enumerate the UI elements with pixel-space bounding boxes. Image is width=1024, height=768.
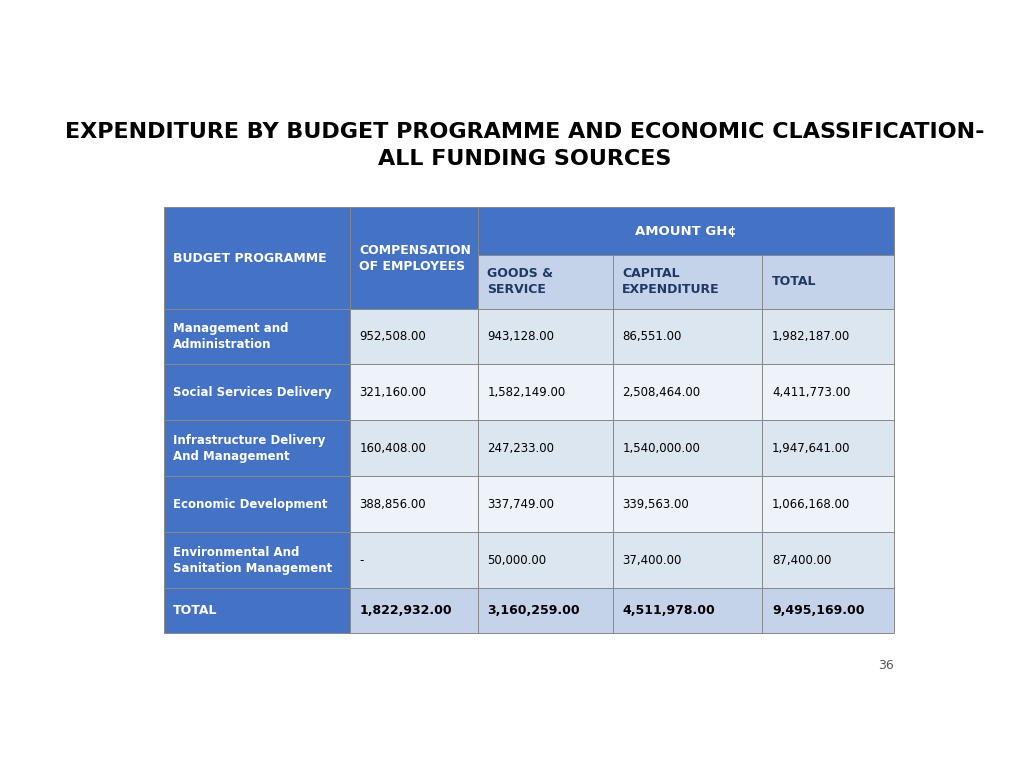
Text: Economic Development: Economic Development: [173, 498, 328, 511]
Text: 1,540,000.00: 1,540,000.00: [623, 442, 700, 455]
Text: 388,856.00: 388,856.00: [359, 498, 426, 511]
Bar: [164, 365, 350, 420]
Bar: [477, 588, 612, 634]
Bar: [350, 476, 477, 532]
Text: -: -: [359, 554, 364, 567]
Text: 339,563.00: 339,563.00: [623, 498, 689, 511]
Text: 50,000.00: 50,000.00: [487, 554, 547, 567]
Bar: [612, 476, 763, 532]
Text: 952,508.00: 952,508.00: [359, 330, 426, 343]
Text: 1,982,187.00: 1,982,187.00: [772, 330, 850, 343]
Bar: [612, 309, 763, 365]
Text: Environmental And
Sanitation Management: Environmental And Sanitation Management: [173, 545, 333, 574]
Text: 160,408.00: 160,408.00: [359, 442, 426, 455]
Text: 1,822,932.00: 1,822,932.00: [359, 604, 452, 617]
Bar: [477, 420, 612, 476]
Bar: [164, 532, 350, 588]
Text: 247,233.00: 247,233.00: [487, 442, 554, 455]
Bar: [612, 532, 763, 588]
Bar: [763, 476, 894, 532]
Bar: [350, 207, 477, 309]
Bar: [763, 420, 894, 476]
Text: 1,582,149.00: 1,582,149.00: [487, 386, 565, 399]
Text: 36: 36: [878, 659, 894, 672]
Text: 4,411,773.00: 4,411,773.00: [772, 386, 850, 399]
Text: 2,508,464.00: 2,508,464.00: [623, 386, 700, 399]
Text: 337,749.00: 337,749.00: [487, 498, 554, 511]
Bar: [350, 588, 477, 634]
Text: 86,551.00: 86,551.00: [623, 330, 682, 343]
Text: BUDGET PROGRAMME: BUDGET PROGRAMME: [173, 252, 327, 264]
Text: 4,511,978.00: 4,511,978.00: [623, 604, 715, 617]
Text: COMPENSATION
OF EMPLOYEES: COMPENSATION OF EMPLOYEES: [359, 243, 471, 273]
Text: 87,400.00: 87,400.00: [772, 554, 831, 567]
Text: 3,160,259.00: 3,160,259.00: [487, 604, 580, 617]
Text: GOODS &
SERVICE: GOODS & SERVICE: [487, 267, 553, 296]
Bar: [164, 588, 350, 634]
Bar: [164, 309, 350, 365]
Bar: [350, 309, 477, 365]
Bar: [164, 420, 350, 476]
Text: 37,400.00: 37,400.00: [623, 554, 682, 567]
Text: TOTAL: TOTAL: [173, 604, 218, 617]
Bar: [477, 309, 612, 365]
Text: 943,128.00: 943,128.00: [487, 330, 554, 343]
Bar: [612, 365, 763, 420]
Bar: [763, 256, 894, 309]
Bar: [477, 476, 612, 532]
Text: 321,160.00: 321,160.00: [359, 386, 426, 399]
Bar: [763, 588, 894, 634]
Bar: [477, 532, 612, 588]
Text: Social Services Delivery: Social Services Delivery: [173, 386, 332, 399]
Bar: [350, 532, 477, 588]
Bar: [763, 309, 894, 365]
Bar: [350, 420, 477, 476]
Text: AMOUNT GH¢: AMOUNT GH¢: [635, 225, 736, 238]
Text: CAPITAL
EXPENDITURE: CAPITAL EXPENDITURE: [623, 267, 720, 296]
Bar: [612, 256, 763, 309]
Bar: [164, 476, 350, 532]
Text: 9,495,169.00: 9,495,169.00: [772, 604, 864, 617]
Text: Management and
Administration: Management and Administration: [173, 322, 289, 351]
Bar: [477, 365, 612, 420]
Bar: [350, 365, 477, 420]
Text: TOTAL: TOTAL: [772, 276, 816, 289]
Bar: [763, 365, 894, 420]
Bar: [477, 207, 894, 256]
Bar: [612, 588, 763, 634]
Text: 1,947,641.00: 1,947,641.00: [772, 442, 850, 455]
Text: Infrastructure Delivery
And Management: Infrastructure Delivery And Management: [173, 434, 326, 463]
Text: EXPENDITURE BY BUDGET PROGRAMME AND ECONOMIC CLASSIFICATION-
ALL FUNDING SOURCES: EXPENDITURE BY BUDGET PROGRAMME AND ECON…: [66, 122, 984, 169]
Bar: [763, 532, 894, 588]
Text: 1,066,168.00: 1,066,168.00: [772, 498, 850, 511]
Bar: [612, 420, 763, 476]
Bar: [164, 207, 350, 309]
Bar: [477, 256, 612, 309]
